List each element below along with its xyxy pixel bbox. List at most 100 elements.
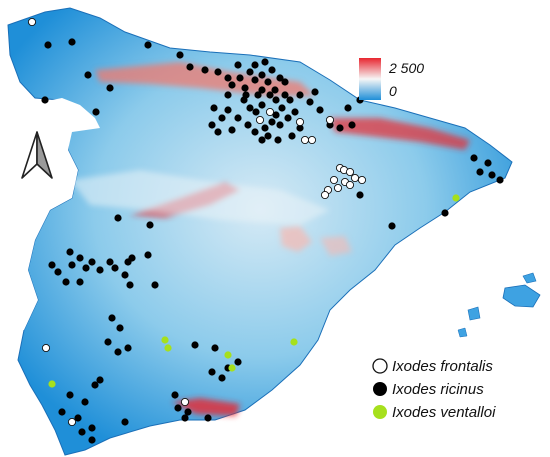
ricinus-point xyxy=(236,74,244,82)
ventalloi-point xyxy=(290,338,298,346)
ricinus-point xyxy=(106,258,114,266)
frontalis-point xyxy=(345,167,355,177)
ricinus-point xyxy=(204,414,212,422)
menorca-island xyxy=(522,272,537,284)
ricinus-point xyxy=(496,176,504,184)
ricinus-point xyxy=(208,368,216,376)
ricinus-point xyxy=(76,278,84,286)
ricinus-point xyxy=(281,91,289,99)
scale-max-label: 2 500 xyxy=(388,60,424,76)
ricinus-point xyxy=(58,408,66,416)
ricinus-point xyxy=(286,96,294,104)
ricinus-point xyxy=(264,132,272,140)
elevation-scale: 2 500 0 xyxy=(359,58,424,100)
ventalloi-point xyxy=(228,364,236,372)
ricinus-point xyxy=(214,68,222,76)
legend-label-frontalis: Ixodes frontalis xyxy=(392,358,493,375)
ricinus-point xyxy=(336,124,344,132)
formentera-island xyxy=(457,327,468,338)
ventalloi-point xyxy=(48,380,56,388)
ricinus-point xyxy=(441,209,449,217)
ricinus-point xyxy=(62,278,70,286)
ricinus-point xyxy=(44,41,52,49)
ricinus-point xyxy=(234,358,242,366)
legend: Ixodes frontalis Ixodes ricinus Ixodes v… xyxy=(372,358,496,421)
ricinus-point xyxy=(111,264,119,272)
legend-label-ricinus: Ixodes ricinus xyxy=(392,381,484,398)
ricinus-point xyxy=(264,78,272,86)
ricinus-point xyxy=(68,261,76,269)
ricinus-point xyxy=(284,114,292,122)
ricinus-point xyxy=(291,108,299,116)
frontalis-point xyxy=(265,107,275,117)
ricinus-point xyxy=(96,376,104,384)
ricinus-point xyxy=(106,84,114,92)
ricinus-point xyxy=(306,98,314,106)
ricinus-point xyxy=(484,159,492,167)
ricinus-point xyxy=(254,91,262,99)
ricinus-point xyxy=(144,41,152,49)
frontalis-point xyxy=(357,175,367,185)
ricinus-point xyxy=(121,418,129,426)
ricinus-point xyxy=(488,171,496,179)
ricinus-point xyxy=(224,106,232,114)
legend-item-ventalloi: Ixodes ventalloi xyxy=(373,404,496,421)
ricinus-point xyxy=(246,104,254,112)
legend-swatch-ricinus xyxy=(373,382,387,396)
ricinus-point xyxy=(81,398,89,406)
ricinus-point xyxy=(151,281,159,289)
frontalis-point xyxy=(300,135,310,145)
ricinus-point xyxy=(246,68,254,76)
ricinus-point xyxy=(258,101,266,109)
ricinus-point xyxy=(114,348,122,356)
ricinus-point xyxy=(258,136,266,144)
ricinus-point xyxy=(266,91,274,99)
ricinus-point xyxy=(66,391,74,399)
ricinus-point xyxy=(228,81,236,89)
elevation-color-bar xyxy=(359,58,381,100)
ricinus-point xyxy=(126,281,134,289)
ricinus-point xyxy=(92,108,100,116)
ricinus-point xyxy=(171,391,179,399)
ricinus-point xyxy=(258,86,266,94)
ricinus-point xyxy=(218,114,226,122)
ricinus-point xyxy=(88,424,96,432)
ricinus-point xyxy=(276,74,284,82)
ventalloi-point xyxy=(224,351,232,359)
ricinus-point xyxy=(244,121,252,129)
ricinus-point xyxy=(68,38,76,46)
ricinus-point xyxy=(88,258,96,266)
ricinus-point xyxy=(96,266,104,274)
ibiza-island xyxy=(467,306,481,321)
ricinus-point xyxy=(241,84,249,92)
frontalis-point xyxy=(255,115,265,125)
ricinus-point xyxy=(268,66,276,74)
ricinus-point xyxy=(296,91,304,99)
ricinus-point xyxy=(116,324,124,332)
ricinus-point xyxy=(88,436,96,444)
ricinus-point xyxy=(261,124,269,132)
ricinus-point xyxy=(78,428,86,436)
ricinus-point xyxy=(258,71,266,79)
occurrence-points xyxy=(27,17,504,444)
ricinus-point xyxy=(476,168,484,176)
ricinus-point xyxy=(252,108,260,116)
ricinus-point xyxy=(108,314,116,322)
ricinus-point xyxy=(242,91,250,99)
frontalis-point xyxy=(350,173,360,183)
ricinus-point xyxy=(251,128,259,136)
ricinus-point xyxy=(228,126,236,134)
ricinus-point xyxy=(311,88,319,96)
ricinus-point xyxy=(388,222,396,230)
legend-item-frontalis: Ixodes frontalis xyxy=(372,358,493,375)
ricinus-point xyxy=(234,61,242,69)
ricinus-point xyxy=(470,154,478,162)
ricinus-point xyxy=(276,121,284,129)
ricinus-point xyxy=(210,104,218,112)
frontalis-point xyxy=(345,180,355,190)
ricinus-point xyxy=(91,381,99,389)
ricinus-point xyxy=(201,66,209,74)
ricinus-point xyxy=(278,104,286,112)
ricinus-point xyxy=(296,124,304,132)
ricinus-point xyxy=(121,271,129,279)
